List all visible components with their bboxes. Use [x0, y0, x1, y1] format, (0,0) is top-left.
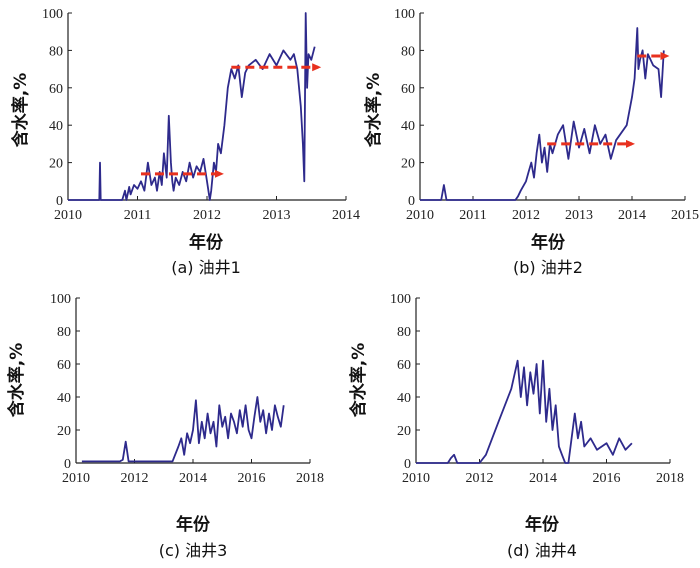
y-tick-label: 20 [401, 157, 415, 172]
y-tick-label: 100 [390, 292, 411, 307]
y-tick-label: 40 [49, 119, 63, 134]
y-tick-label: 100 [42, 7, 63, 22]
panel-d: 含水率,% 年份 (d) 油井4 2010 2012 2014 2016 2018 0 20… [348, 292, 684, 560]
x-tick-label: 2010 [62, 471, 90, 486]
y-tick-label: 20 [397, 424, 411, 439]
x-tick-label: 2012 [121, 471, 149, 486]
y-tick-label: 0 [408, 194, 415, 209]
panel-a: 含水率,% 年份 (a) 油井1 2010 2011 2012 2013 2014 0 20… [10, 7, 360, 277]
x-tick-label: 2012 [193, 208, 221, 223]
y-tick-label: 60 [49, 82, 63, 97]
x-tick-label: 2016 [238, 471, 266, 486]
x-tick-label: 2013 [263, 208, 291, 223]
y-axis-label-c: 含水率,% [6, 343, 27, 418]
panel-b: 含水率,% 年份 (b) 油井2 2010 2011 2012 2013 2014 201… [363, 7, 699, 277]
x-tick-label: 2018 [296, 471, 324, 486]
y-tick-label: 0 [404, 457, 411, 472]
series-line-d [416, 359, 633, 464]
y-tick-label: 60 [397, 358, 411, 373]
caption-a: (a) 油井1 [171, 258, 241, 277]
y-tick-label: 20 [49, 157, 63, 172]
x-axis-label-a: 年份 [189, 232, 224, 253]
y-tick-label: 100 [50, 292, 71, 307]
x-axis-label-c: 年份 [176, 514, 211, 535]
x-tick-label: 2010 [54, 208, 82, 223]
y-tick-label: 40 [57, 391, 71, 406]
y-tick-label: 80 [57, 325, 71, 340]
x-tick-label: 2010 [402, 471, 430, 486]
y-tick-label: 0 [64, 457, 71, 472]
x-axis-label-b: 年份 [531, 232, 566, 253]
x-tick-label: 2015 [671, 208, 699, 223]
x-tick-label: 2014 [529, 471, 557, 486]
y-tick-label: 20 [57, 424, 71, 439]
y-tick-label: 80 [49, 44, 63, 59]
x-tick-label: 2012 [512, 208, 540, 223]
x-tick-label: 2012 [466, 471, 494, 486]
x-tick-label: 2011 [124, 208, 151, 223]
x-tick-label: 2014 [618, 208, 646, 223]
x-tick-label: 2016 [593, 471, 621, 486]
caption-b: (b) 油井2 [513, 258, 583, 277]
panel-c: 含水率,% 年份 (c) 油井3 2010 2012 2014 2016 2018 0 20… [6, 292, 324, 560]
x-tick-label: 2014 [179, 471, 207, 486]
y-tick-label: 40 [397, 391, 411, 406]
y-tick-label: 100 [394, 7, 415, 22]
x-tick-label: 2013 [565, 208, 593, 223]
y-tick-label: 80 [401, 44, 415, 59]
x-tick-label: 2011 [459, 208, 486, 223]
caption-c: (c) 油井3 [159, 541, 228, 560]
x-tick-label: 2018 [656, 471, 684, 486]
y-axis-label-a: 含水率,% [10, 73, 31, 148]
x-tick-label: 2010 [406, 208, 434, 223]
y-tick-label: 60 [401, 82, 415, 97]
y-axis-label-d: 含水率,% [348, 343, 369, 418]
y-tick-label: 60 [57, 358, 71, 373]
series-line-b [420, 27, 665, 201]
y-tick-label: 40 [401, 119, 415, 134]
series-line-a [68, 12, 316, 201]
y-tick-label: 80 [397, 325, 411, 340]
caption-d: (d) 油井4 [507, 541, 577, 560]
x-axis-label-d: 年份 [525, 514, 560, 535]
x-tick-label: 2014 [332, 208, 360, 223]
series-line-c [81, 396, 285, 463]
y-axis-label-b: 含水率,% [363, 73, 384, 148]
y-tick-label: 0 [56, 194, 63, 209]
